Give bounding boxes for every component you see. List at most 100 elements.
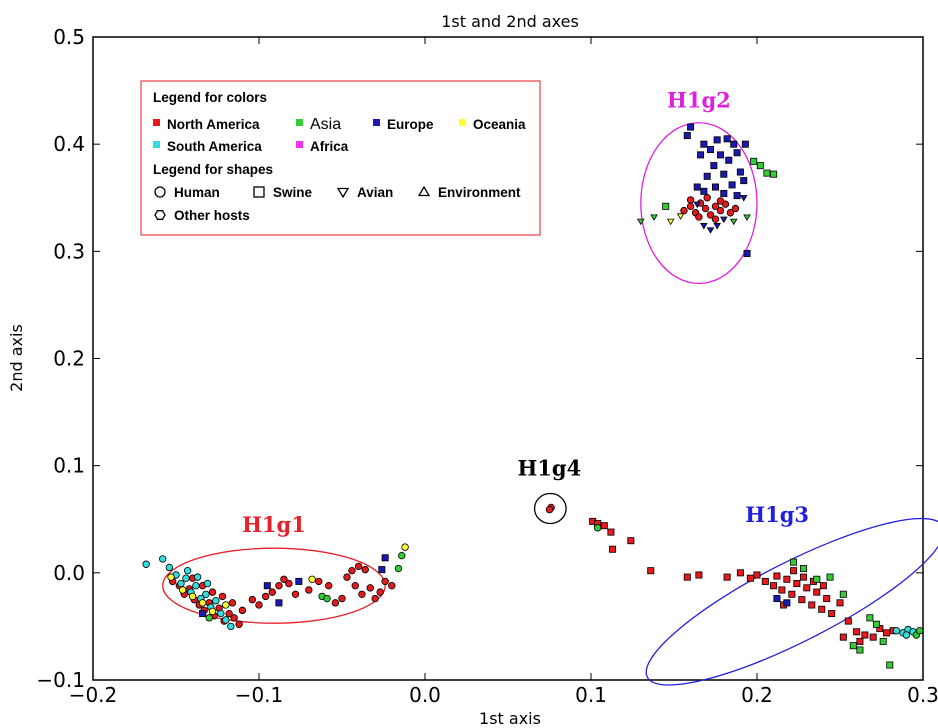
data-point: [600, 522, 608, 530]
group-ellipse: [162, 547, 386, 624]
data-point: [291, 590, 300, 598]
legend-shape-label: Environment: [438, 185, 521, 200]
y-tick-label: 0.2: [53, 347, 85, 371]
group-label: H1g1: [242, 512, 306, 537]
y-axis-label: 2nd axis: [7, 324, 26, 392]
data-point: [720, 216, 728, 224]
data-point: [836, 599, 844, 607]
data-point: [218, 592, 227, 601]
data-point: [142, 560, 150, 568]
data-point: [706, 227, 715, 234]
data-point: [790, 567, 798, 575]
data-point: [593, 524, 602, 532]
data-point: [358, 590, 366, 598]
data-point: [366, 584, 374, 592]
data-point: [361, 565, 369, 574]
data-point: [750, 157, 758, 165]
data-point: [331, 599, 340, 607]
data-point: [178, 586, 187, 594]
data-point: [861, 631, 869, 639]
data-point: [212, 596, 220, 605]
data-point: [869, 633, 877, 641]
data-point: [285, 579, 293, 588]
data-point: [713, 136, 721, 144]
data-point: [763, 169, 771, 177]
data-point: [695, 571, 703, 579]
data-point: [167, 573, 175, 581]
legend-color-label: Asia: [310, 116, 341, 133]
data-point: [607, 528, 615, 536]
group-ellipse: [533, 492, 567, 525]
data-point: [773, 572, 781, 580]
data-point: [720, 170, 728, 178]
legend-shape-label: Human: [174, 185, 220, 200]
data-point: [856, 637, 864, 645]
data-point: [844, 617, 852, 625]
y-tick-label: 0.1: [53, 454, 85, 478]
data-point: [736, 168, 744, 176]
data-point: [729, 218, 738, 226]
legend-shape-marker: [253, 186, 265, 198]
legend-colors-title: Legend for colors: [153, 90, 267, 105]
data-point: [192, 581, 200, 590]
data-point: [275, 599, 283, 607]
legend-shape-label: Swine: [273, 185, 313, 200]
data-point: [892, 627, 901, 635]
data-point: [733, 149, 741, 157]
data-point: [199, 610, 207, 618]
data-point: [726, 209, 735, 217]
data-point: [700, 140, 708, 148]
data-point: [700, 223, 708, 230]
legend-color-swatch: [153, 119, 160, 126]
data-point: [770, 582, 778, 590]
data-point: [666, 218, 675, 226]
data-point: [545, 505, 554, 514]
data-point: [736, 569, 744, 577]
data-point: [773, 595, 781, 603]
legend-color-swatch: [153, 141, 160, 148]
legend-shape-marker: [154, 210, 166, 220]
data-point: [686, 196, 695, 204]
data-point: [235, 620, 243, 628]
data-point: [799, 573, 807, 581]
x-tick-label: 0.3: [907, 683, 938, 707]
data-point: [388, 581, 396, 590]
data-point: [761, 577, 769, 585]
data-points: [142, 123, 924, 669]
y-tick-label: 0.5: [53, 25, 85, 49]
data-point: [208, 607, 217, 616]
data-point: [798, 596, 806, 604]
legend-color-swatch: [459, 119, 466, 126]
data-point: [915, 627, 924, 635]
data-point: [295, 577, 303, 585]
y-tick-label: 0.4: [53, 132, 85, 156]
x-tick-label: −0.2: [69, 683, 118, 707]
data-point: [398, 551, 406, 560]
data-point: [819, 582, 827, 590]
axes-layer: −0.2 −0.1 0.0 0.1 0.2 0.3−0.10.00.10.20.30.40…: [36, 25, 938, 707]
data-point: [823, 595, 831, 603]
x-tick-label: 0.0: [409, 683, 441, 707]
legend-color-swatch: [296, 119, 303, 126]
legend: Legend for colors North America Asia Europe…: [140, 80, 541, 236]
data-point: [746, 574, 754, 582]
data-point: [701, 204, 710, 213]
data-point: [790, 558, 798, 566]
legend-color-label: Africa: [310, 139, 349, 154]
data-point: [686, 202, 695, 211]
data-point: [770, 170, 778, 178]
data-point: [268, 588, 276, 596]
data-point: [637, 218, 645, 226]
data-point: [728, 181, 736, 189]
data-point: [703, 172, 711, 180]
data-point: [394, 564, 403, 573]
data-point: [263, 582, 271, 590]
group-ellipse: [640, 122, 758, 285]
x-tick-label: 0.1: [575, 683, 607, 707]
data-point: [202, 590, 210, 598]
data-point: [351, 581, 359, 590]
data-point: [813, 575, 821, 583]
data-point: [723, 135, 731, 143]
data-point: [227, 622, 235, 631]
data-point: [856, 646, 864, 654]
